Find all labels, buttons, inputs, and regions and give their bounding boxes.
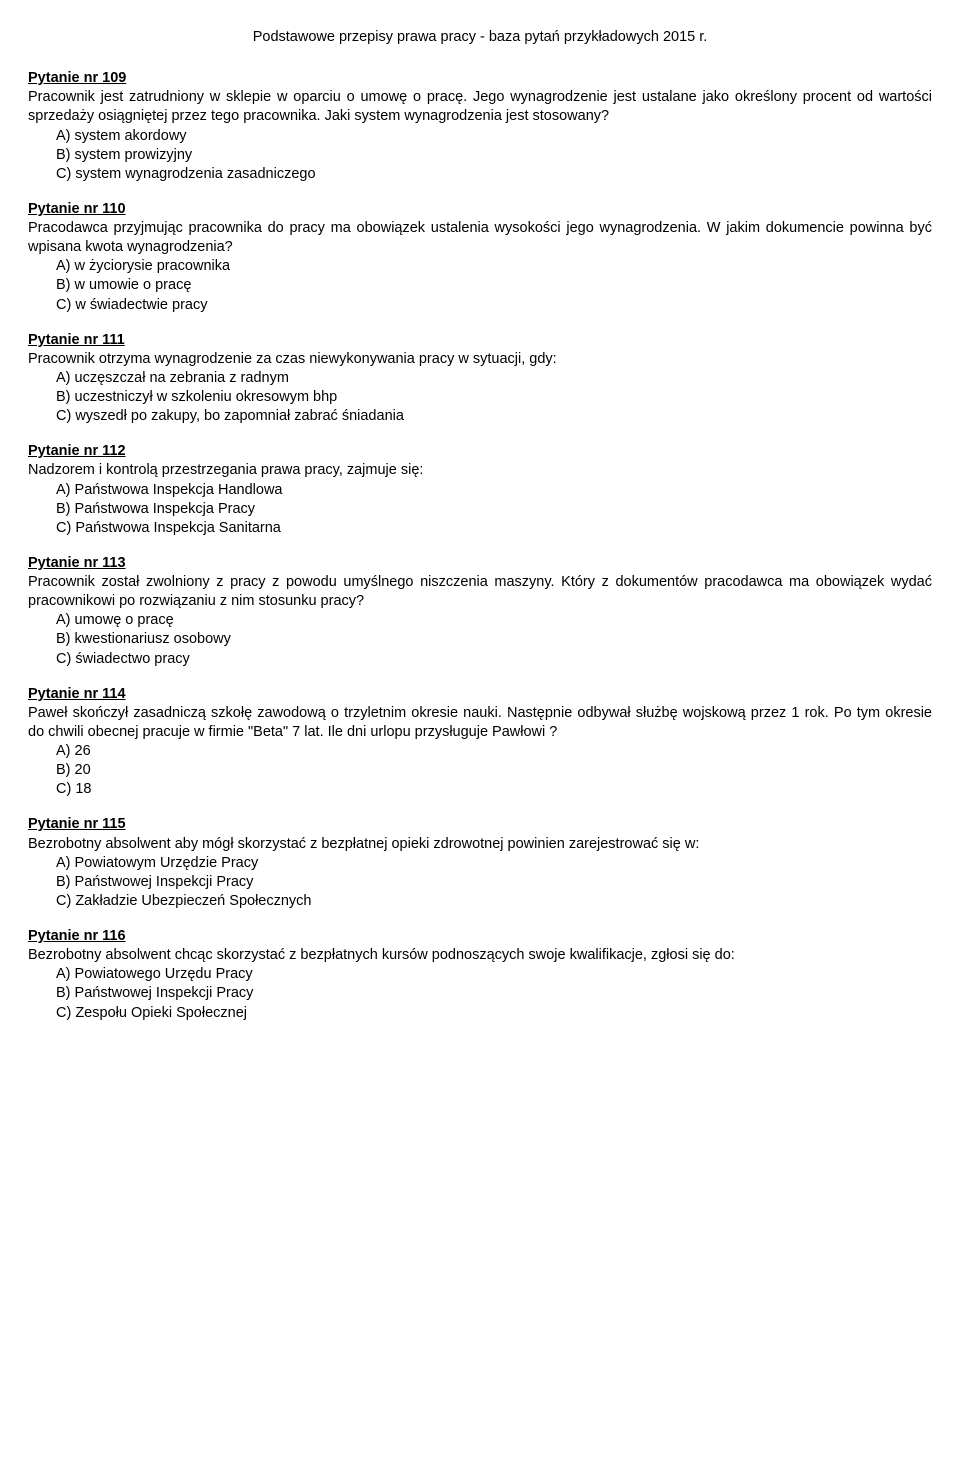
answer-option: C) świadectwo pracy [56, 650, 932, 669]
question: Pytanie nr 112Nadzorem i kontrolą przest… [28, 442, 932, 538]
answer-option: B) Państwowej Inspekcji Pracy [56, 984, 932, 1003]
question-text: Pracownik został zwolniony z pracy z pow… [28, 573, 932, 611]
answers: A) uczęszczał na zebrania z radnymB) ucz… [28, 369, 932, 426]
answer-option: A) Państwowa Inspekcja Handlowa [56, 481, 932, 500]
question-text: Pracownik otrzyma wynagrodzenie za czas … [28, 350, 932, 369]
question-title: Pytanie nr 113 [28, 554, 932, 573]
question-title: Pytanie nr 111 [28, 331, 932, 350]
answer-option: B) kwestionariusz osobowy [56, 630, 932, 649]
question-text: Bezrobotny absolwent chcąc skorzystać z … [28, 946, 932, 965]
answer-option: B) Państwowej Inspekcji Pracy [56, 873, 932, 892]
question: Pytanie nr 109Pracownik jest zatrudniony… [28, 69, 932, 184]
page-header-text: Podstawowe przepisy prawa pracy - baza p… [253, 29, 708, 45]
answer-option: C) w świadectwie pracy [56, 296, 932, 315]
question: Pytanie nr 113Pracownik został zwolniony… [28, 554, 932, 669]
question-title: Pytanie nr 112 [28, 442, 932, 461]
answer-option: A) Powiatowym Urzędzie Pracy [56, 854, 932, 873]
answers: A) Powiatowym Urzędzie PracyB) Państwowe… [28, 854, 932, 911]
answer-option: C) Państwowa Inspekcja Sanitarna [56, 519, 932, 538]
answer-option: A) umowę o pracę [56, 611, 932, 630]
question-text: Pracodawca przyjmując pracownika do prac… [28, 219, 932, 257]
question: Pytanie nr 110Pracodawca przyjmując prac… [28, 200, 932, 315]
answer-option: B) w umowie o pracę [56, 276, 932, 295]
question: Pytanie nr 111Pracownik otrzyma wynagrod… [28, 331, 932, 427]
answer-option: A) Powiatowego Urzędu Pracy [56, 965, 932, 984]
answer-option: C) wyszedł po zakupy, bo zapomniał zabra… [56, 407, 932, 426]
question-text: Pracownik jest zatrudniony w sklepie w o… [28, 88, 932, 126]
answer-option: A) w życiorysie pracownika [56, 257, 932, 276]
answer-option: C) Zespołu Opieki Społecznej [56, 1004, 932, 1023]
question-title: Pytanie nr 115 [28, 815, 932, 834]
answer-option: B) Państwowa Inspekcja Pracy [56, 500, 932, 519]
answer-option: A) system akordowy [56, 127, 932, 146]
questions-container: Pytanie nr 109Pracownik jest zatrudniony… [28, 69, 932, 1023]
answers: A) umowę o pracęB) kwestionariusz osobow… [28, 611, 932, 668]
answer-option: B) uczestniczył w szkoleniu okresowym bh… [56, 388, 932, 407]
question-title: Pytanie nr 116 [28, 927, 932, 946]
answers: A) Powiatowego Urzędu PracyB) Państwowej… [28, 965, 932, 1022]
answer-option: B) 20 [56, 761, 932, 780]
question-title: Pytanie nr 110 [28, 200, 932, 219]
answer-option: C) Zakładzie Ubezpieczeń Społecznych [56, 892, 932, 911]
answer-option: B) system prowizyjny [56, 146, 932, 165]
question: Pytanie nr 116Bezrobotny absolwent chcąc… [28, 927, 932, 1023]
question-title: Pytanie nr 114 [28, 685, 932, 704]
answers: A) system akordowyB) system prowizyjnyC)… [28, 127, 932, 184]
question-text: Paweł skończył zasadniczą szkołę zawodow… [28, 704, 932, 742]
answer-option: C) system wynagrodzenia zasadniczego [56, 165, 932, 184]
page-header: Podstawowe przepisy prawa pracy - baza p… [28, 28, 932, 47]
question-title: Pytanie nr 109 [28, 69, 932, 88]
answer-option: A) uczęszczał na zebrania z radnym [56, 369, 932, 388]
question-text: Nadzorem i kontrolą przestrzegania prawa… [28, 461, 932, 480]
question-text: Bezrobotny absolwent aby mógł skorzystać… [28, 835, 932, 854]
answers: A) w życiorysie pracownikaB) w umowie o … [28, 257, 932, 314]
answers: A) 26B) 20C) 18 [28, 742, 932, 799]
answer-option: C) 18 [56, 780, 932, 799]
question: Pytanie nr 115Bezrobotny absolwent aby m… [28, 815, 932, 911]
question: Pytanie nr 114Paweł skończył zasadniczą … [28, 685, 932, 800]
answers: A) Państwowa Inspekcja HandlowaB) Państw… [28, 481, 932, 538]
answer-option: A) 26 [56, 742, 932, 761]
